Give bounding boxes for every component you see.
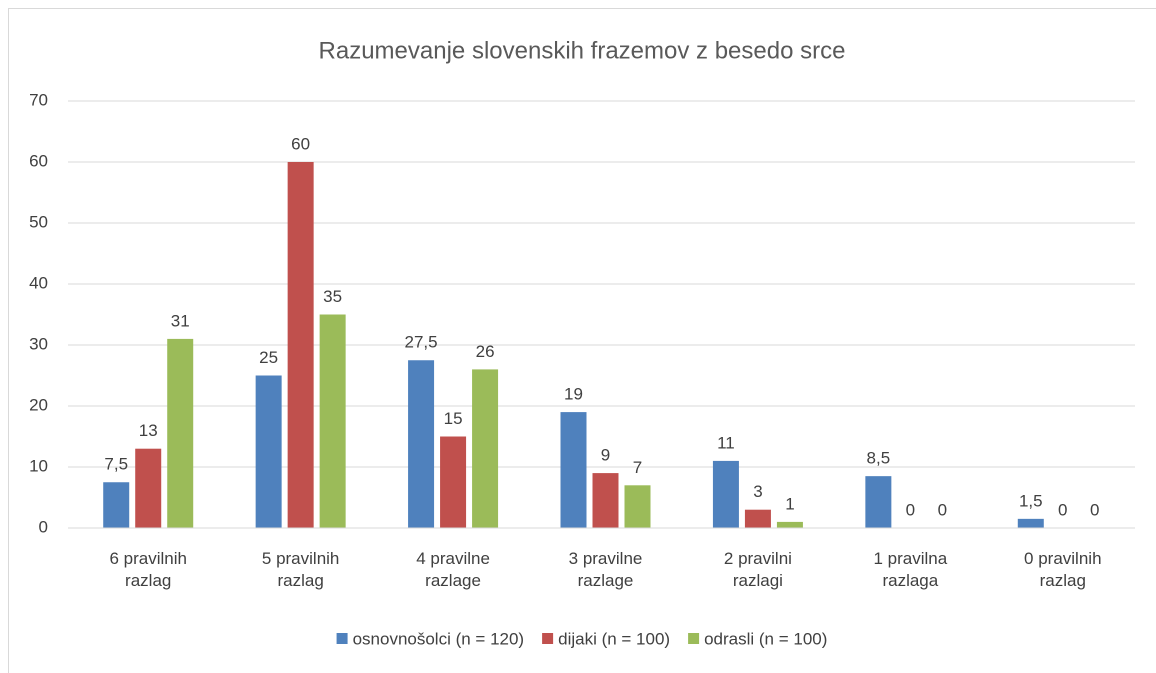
data-label: 1 [785, 494, 794, 513]
legend-label: odrasli (n = 100) [704, 629, 827, 648]
data-label: 11 [717, 433, 735, 452]
x-tick-label: 0 pravilnih razlag [1024, 549, 1102, 590]
data-label: 0 [906, 500, 915, 519]
data-label: 15 [444, 409, 463, 428]
bar [319, 314, 346, 528]
x-tick-label: 1 pravilna razlaga [873, 549, 948, 590]
bar [255, 375, 282, 528]
bar [592, 473, 619, 528]
data-label: 0 [1058, 500, 1067, 519]
bar [776, 521, 803, 528]
bar [135, 448, 162, 528]
data-label: 31 [171, 311, 190, 330]
bar [440, 436, 467, 528]
y-tick-label: 40 [29, 273, 48, 292]
legend-swatch [688, 633, 700, 644]
chart-border [8, 8, 1156, 673]
data-label: 27,5 [405, 333, 438, 352]
bar [712, 460, 739, 528]
data-label: 8,5 [867, 449, 891, 468]
data-label: 60 [291, 134, 310, 153]
x-tick-label: 4 pravilne razlage [416, 549, 490, 590]
data-label: 26 [476, 342, 495, 361]
bar [472, 369, 499, 528]
data-label: 0 [938, 500, 947, 519]
y-tick-label: 70 [29, 90, 48, 109]
legend-label: osnovnošolci (n = 120) [353, 629, 525, 648]
data-label: 25 [259, 348, 278, 367]
bar [287, 162, 314, 528]
data-label: 3 [753, 482, 762, 501]
data-label: 35 [323, 287, 342, 306]
x-tick-label: 3 pravilne razlage [568, 549, 643, 590]
legend-swatch [542, 633, 554, 644]
x-tick-label: 6 pravilnih razlag [109, 549, 187, 590]
y-tick-label: 0 [39, 517, 48, 536]
bar [560, 412, 587, 528]
bar [408, 360, 435, 528]
bar [103, 482, 130, 528]
y-tick-label: 50 [29, 212, 48, 231]
data-label: 19 [564, 385, 583, 404]
chart-title: Razumevanje slovenskih frazemov z besedo… [319, 37, 846, 64]
y-tick-label: 10 [29, 456, 48, 475]
bar [1017, 518, 1044, 528]
data-label: 9 [601, 446, 610, 465]
bar [624, 485, 651, 528]
bar [865, 476, 892, 528]
data-label: 7,5 [104, 455, 128, 474]
x-tick-label: 5 pravilnih razlag [261, 549, 340, 590]
legend-swatch [336, 633, 348, 644]
data-label: 0 [1090, 500, 1099, 519]
bar [167, 338, 194, 528]
data-label: 1,5 [1019, 491, 1043, 510]
y-tick-label: 30 [29, 334, 48, 353]
legend: osnovnošolci (n = 120) dijaki (n = 100) od… [336, 629, 827, 648]
y-tick-label: 60 [29, 151, 48, 170]
legend-label: dijaki (n = 100) [558, 629, 670, 648]
y-tick-label: 20 [29, 395, 48, 414]
data-label: 13 [139, 421, 158, 440]
bar [744, 509, 771, 528]
data-label: 7 [633, 458, 642, 477]
x-tick-label: 2 pravilni razlagi [723, 549, 792, 590]
